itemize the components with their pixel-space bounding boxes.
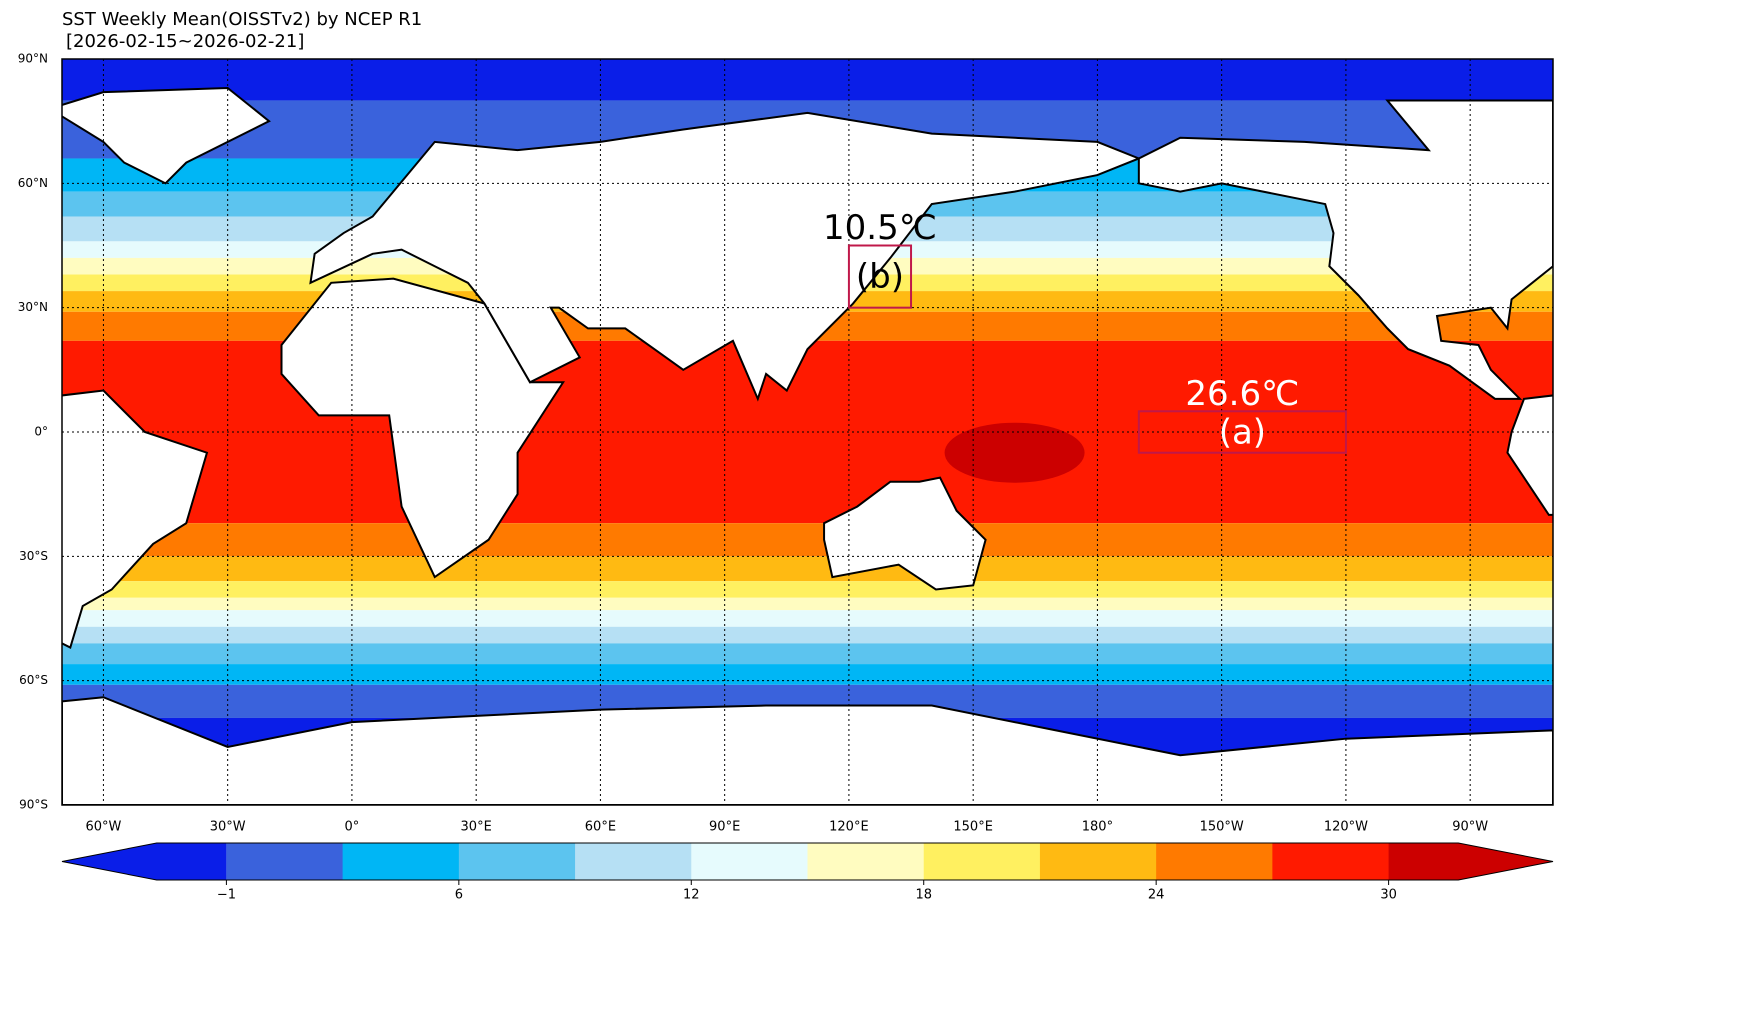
sst-band: [62, 610, 1553, 627]
lat-label: 30°S: [19, 549, 48, 563]
colorbar-bin: [807, 843, 925, 880]
lon-label: 60°W: [85, 820, 121, 835]
land: [62, 389, 209, 649]
region-name: (a): [1219, 413, 1266, 453]
lon-label: 120°W: [1324, 820, 1368, 835]
colorbar-bin: [1156, 843, 1273, 880]
land: [62, 86, 271, 185]
warm-pool: [944, 422, 1085, 483]
lon-label: 150°E: [953, 820, 993, 835]
lat-label: 90°N: [18, 52, 48, 66]
lon-label: 0°: [345, 820, 360, 835]
lat-label: 30°N: [18, 300, 48, 314]
lon-label: 30°E: [461, 820, 492, 835]
lon-label: 120°E: [829, 820, 869, 835]
lon-label: 150°W: [1200, 820, 1244, 835]
colorbar-bin: [458, 843, 576, 880]
region-value: 10.5℃: [823, 208, 937, 248]
lon-label: 90°E: [709, 820, 740, 835]
sst-band: [62, 597, 1553, 611]
lon-label: 180°: [1082, 820, 1113, 835]
colorbar-tick-label: 12: [683, 888, 700, 903]
region-box: [847, 244, 913, 309]
colorbar-tick-label: 18: [915, 888, 932, 903]
colorbar-bin: [691, 843, 808, 880]
land: [1506, 394, 1553, 516]
region-box: [1137, 410, 1347, 454]
colorbar-bin: [1039, 843, 1157, 880]
lat-label: 90°S: [19, 798, 48, 812]
colorbar-bin: [923, 843, 1041, 880]
region-name: (b): [856, 257, 904, 297]
title: SST Weekly Mean(OISSTv2) by NCEP R1: [62, 9, 422, 30]
lat-label: 60°S: [19, 673, 48, 687]
sst-band: [62, 523, 1553, 557]
colorbar-outline: [61, 842, 1554, 881]
sst-band: [62, 664, 1553, 685]
sst-band: [62, 626, 1553, 644]
colorbar-bin: [1272, 843, 1390, 880]
lon-label: 90°W: [1452, 820, 1488, 835]
colorbar-bin: [342, 843, 460, 880]
map-frame: [61, 58, 1554, 806]
sst-band: [62, 556, 1553, 582]
sst-band: [62, 581, 1553, 598]
lon-label: 30°W: [210, 820, 246, 835]
colorbar-tick-label: 24: [1148, 888, 1165, 903]
colorbar-tick-label: 30: [1380, 888, 1397, 903]
colorbar-tick-label: −1: [217, 888, 236, 903]
colorbar-extend-max: [1388, 843, 1553, 880]
colorbar-bin: [226, 843, 344, 880]
land: [62, 696, 1553, 805]
sst-band: [62, 643, 1553, 665]
subtitle: [2026-02-15~2026-02-21]: [66, 31, 304, 52]
overlay: 60°W 30°W 0° 30°E 60°E 90°E 120°E 150°E 180° 150°…: [18, 52, 1554, 903]
land: [823, 476, 987, 591]
sst-band: [62, 59, 1553, 101]
lat-label: 0°: [34, 425, 48, 439]
lat-label: 60°N: [18, 176, 48, 190]
colorbar-tick-label: 6: [455, 888, 463, 903]
region-value: 26.6℃: [1185, 374, 1299, 414]
colorbar-extend-min: [62, 843, 227, 880]
colorbar-bin: [575, 843, 692, 880]
lon-label: 60°E: [585, 820, 616, 835]
land: [280, 277, 565, 579]
